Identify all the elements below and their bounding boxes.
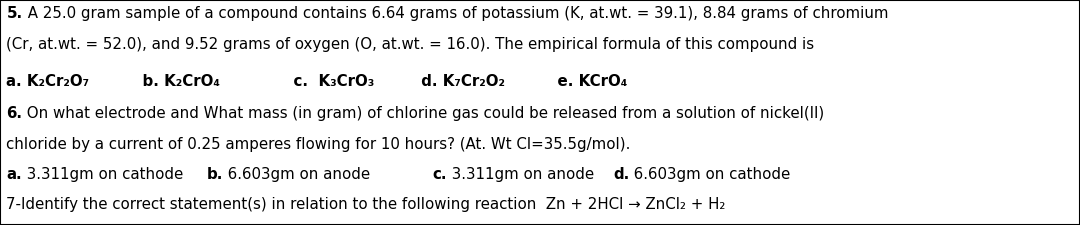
Text: d.: d. xyxy=(613,167,630,182)
Text: chloride by a current of 0.25 amperes flowing for 10 hours? (At. Wt Cl=35.5g/mol: chloride by a current of 0.25 amperes fl… xyxy=(6,137,631,152)
Text: b.: b. xyxy=(207,167,224,182)
Text: 5.: 5. xyxy=(6,6,23,21)
Text: a.: a. xyxy=(6,167,22,182)
Text: e. KCrO₄: e. KCrO₄ xyxy=(504,74,627,89)
Text: a. K₂Cr₂O₇: a. K₂Cr₂O₇ xyxy=(6,74,90,89)
Text: (Cr, at.wt. = 52.0), and 9.52 grams of oxygen (O, at.wt. = 16.0). The empirical : (Cr, at.wt. = 52.0), and 9.52 grams of o… xyxy=(6,37,814,52)
Text: c.  K₃CrO₃: c. K₃CrO₃ xyxy=(219,74,374,89)
Text: 6.603gm on cathode: 6.603gm on cathode xyxy=(630,167,791,182)
Text: 6.: 6. xyxy=(6,106,23,121)
Text: On what electrode and What mass (in gram) of chlorine gas could be released from: On what electrode and What mass (in gram… xyxy=(23,106,825,121)
Text: d. K₇Cr₂O₂: d. K₇Cr₂O₂ xyxy=(374,74,504,89)
Text: c.: c. xyxy=(432,167,447,182)
Text: 7-Identify the correct statement(s) in relation to the following reaction  Zn + : 7-Identify the correct statement(s) in r… xyxy=(6,197,726,212)
Text: 6.603gm on anode: 6.603gm on anode xyxy=(224,167,432,182)
Text: 3.311gm on cathode: 3.311gm on cathode xyxy=(22,167,207,182)
Text: b. K₂CrO₄: b. K₂CrO₄ xyxy=(90,74,219,89)
Text: 3.311gm on anode: 3.311gm on anode xyxy=(447,167,613,182)
Text: A 25.0 gram sample of a compound contains 6.64 grams of potassium (K, at.wt. = 3: A 25.0 gram sample of a compound contain… xyxy=(23,6,888,21)
